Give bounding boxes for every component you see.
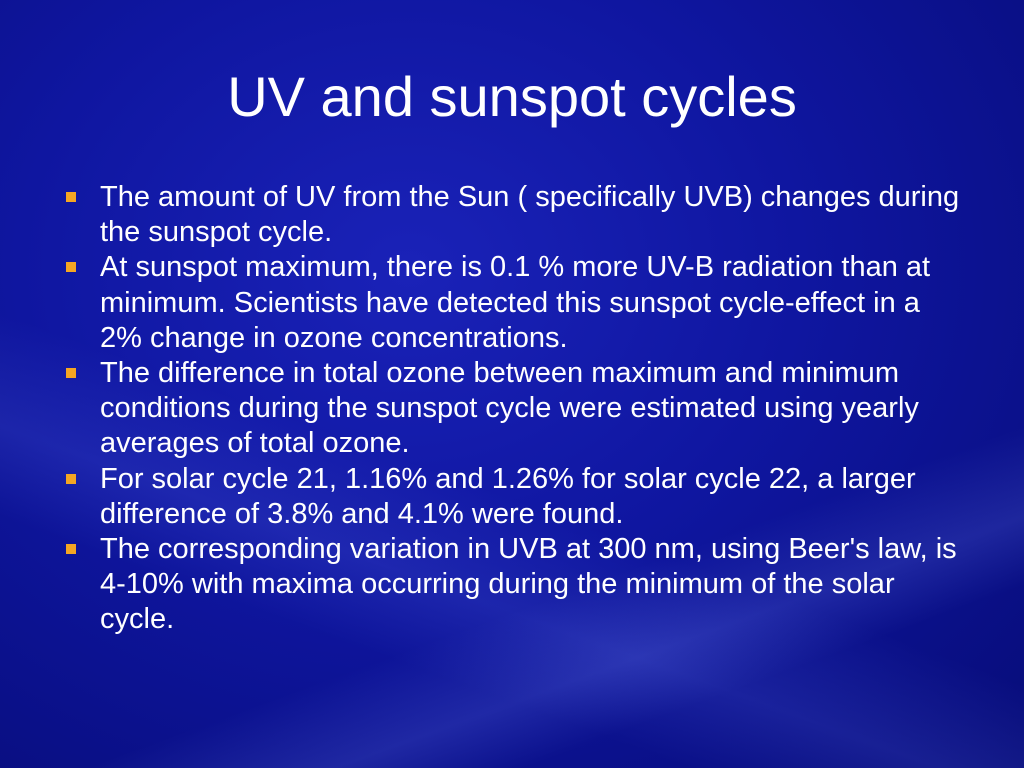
bullet-item: The corresponding variation in UVB at 30…	[66, 532, 960, 638]
bullet-item: The difference in total ozone between ma…	[66, 356, 960, 462]
slide-title: UV and sunspot cycles	[227, 65, 797, 128]
bullet-item: At sunspot maximum, there is 0.1 % more …	[66, 250, 960, 356]
bullet-list: The amount of UV from the Sun ( specific…	[66, 180, 960, 638]
bullet-item: The amount of UV from the Sun ( specific…	[66, 180, 960, 250]
bullet-item: For solar cycle 21, 1.16% and 1.26% for …	[66, 462, 960, 532]
